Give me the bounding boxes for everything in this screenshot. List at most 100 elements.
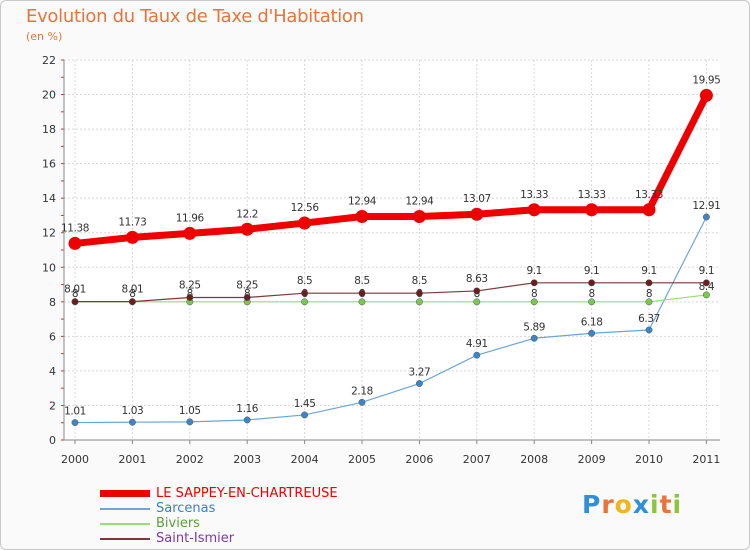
legend-label: LE SAPPEY-EN-CHARTREUSE bbox=[156, 486, 338, 501]
data-label: 8 bbox=[187, 288, 193, 300]
series-line-3 bbox=[74, 282, 708, 303]
data-label: 12.56 bbox=[291, 202, 320, 214]
data-point bbox=[301, 289, 309, 297]
data-point bbox=[642, 203, 656, 217]
data-label: 1.01 bbox=[64, 406, 86, 418]
data-point bbox=[530, 298, 538, 306]
data-point bbox=[128, 298, 136, 306]
data-label: 3.27 bbox=[409, 367, 431, 379]
x-tick-label: 2008 bbox=[520, 453, 548, 466]
x-tick-label: 2009 bbox=[578, 453, 606, 466]
legend-swatch bbox=[100, 507, 150, 510]
data-label: 9.1 bbox=[526, 265, 542, 277]
data-label: 12.94 bbox=[405, 195, 434, 207]
data-point bbox=[415, 380, 423, 387]
y-tick-label: 20 bbox=[42, 89, 56, 102]
data-label: 8.63 bbox=[466, 273, 488, 285]
data-point bbox=[301, 411, 309, 419]
x-tick-label: 2004 bbox=[291, 453, 319, 466]
plot-area bbox=[64, 60, 720, 440]
y-tick-label: 10 bbox=[42, 261, 56, 274]
x-tick-label: 2003 bbox=[233, 453, 261, 466]
data-point bbox=[298, 216, 312, 230]
data-label: 5.89 bbox=[523, 321, 545, 333]
data-label: 13.33 bbox=[635, 189, 663, 201]
data-point bbox=[358, 398, 366, 406]
y-tick-label: 12 bbox=[42, 227, 56, 240]
data-point bbox=[702, 279, 710, 287]
data-label: 9.1 bbox=[641, 265, 657, 277]
data-label: 11.73 bbox=[118, 216, 146, 228]
data-point bbox=[702, 291, 710, 299]
series-line-1 bbox=[74, 216, 708, 424]
x-tick-label: 2006 bbox=[405, 453, 433, 466]
data-label: 13.33 bbox=[520, 189, 548, 201]
data-point bbox=[527, 203, 541, 217]
data-point bbox=[243, 294, 251, 301]
legend-swatch bbox=[100, 537, 150, 540]
data-point bbox=[243, 416, 251, 424]
data-label: 6.18 bbox=[581, 316, 603, 328]
data-point bbox=[71, 298, 79, 306]
data-label: 8 bbox=[72, 288, 78, 300]
data-point bbox=[588, 298, 596, 306]
x-tick-label: 2007 bbox=[463, 453, 491, 466]
data-label: 8.25 bbox=[236, 280, 258, 292]
data-point bbox=[473, 351, 481, 359]
data-point bbox=[68, 236, 82, 250]
legend: LE SAPPEY-EN-CHARTREUSE Sarcenas Biviers Sa… bbox=[100, 486, 338, 546]
proxiti-logo: Proxiti bbox=[582, 490, 682, 519]
data-point bbox=[412, 209, 426, 223]
x-tick-label: 2010 bbox=[635, 453, 663, 466]
y-tick-label: 8 bbox=[49, 296, 56, 309]
legend-item: Sarcenas bbox=[100, 501, 338, 516]
data-point bbox=[645, 279, 653, 287]
data-label: 13.07 bbox=[463, 193, 491, 205]
data-point bbox=[415, 289, 423, 297]
data-label: 8 bbox=[244, 288, 250, 300]
data-point bbox=[183, 226, 197, 240]
data-label: 11.96 bbox=[176, 212, 205, 224]
data-label: 1.05 bbox=[179, 405, 201, 417]
y-tick-label: 14 bbox=[42, 192, 56, 205]
data-point bbox=[530, 279, 538, 287]
x-tick-label: 2005 bbox=[348, 453, 376, 466]
logo-letter: r bbox=[601, 490, 615, 519]
y-tick-label: 22 bbox=[42, 54, 56, 67]
data-label: 2.18 bbox=[351, 385, 373, 397]
data-point bbox=[585, 203, 599, 217]
data-point bbox=[186, 418, 194, 426]
data-point bbox=[473, 287, 481, 295]
data-point bbox=[71, 419, 79, 427]
data-point bbox=[186, 294, 194, 301]
data-label: 8.5 bbox=[297, 275, 313, 287]
logo-letter: o bbox=[614, 490, 633, 519]
data-label: 9.1 bbox=[584, 265, 600, 277]
chart-subtitle: (en %) bbox=[26, 30, 63, 43]
data-label: 8.25 bbox=[179, 280, 201, 292]
data-label: 13.33 bbox=[578, 189, 606, 201]
data-label: 1.03 bbox=[122, 405, 144, 417]
data-label: 8.5 bbox=[354, 275, 370, 287]
logo-letter: i bbox=[650, 490, 660, 519]
legend-item: Biviers bbox=[100, 516, 338, 531]
legend-label: Sarcenas bbox=[156, 501, 216, 516]
logo-letter: P bbox=[582, 490, 602, 519]
data-label: 12.2 bbox=[236, 208, 258, 220]
data-point bbox=[645, 298, 653, 306]
data-label: 8 bbox=[646, 288, 652, 300]
logo-letter: t bbox=[659, 490, 673, 519]
data-label: 8.01 bbox=[64, 284, 86, 296]
data-point bbox=[301, 298, 309, 306]
data-label: 1.45 bbox=[294, 398, 316, 410]
data-label: 8 bbox=[129, 288, 135, 300]
legend-item: LE SAPPEY-EN-CHARTREUSE bbox=[100, 486, 338, 501]
data-label: 8 bbox=[588, 288, 594, 300]
legend-label: Saint-Ismier bbox=[156, 531, 235, 546]
chart-title: Evolution du Taux de Taxe d'Habitation bbox=[26, 6, 364, 27]
legend-label: Biviers bbox=[156, 516, 200, 531]
logo-letter: i bbox=[672, 490, 683, 519]
data-point bbox=[588, 279, 596, 287]
data-label: 19.95 bbox=[692, 74, 720, 86]
